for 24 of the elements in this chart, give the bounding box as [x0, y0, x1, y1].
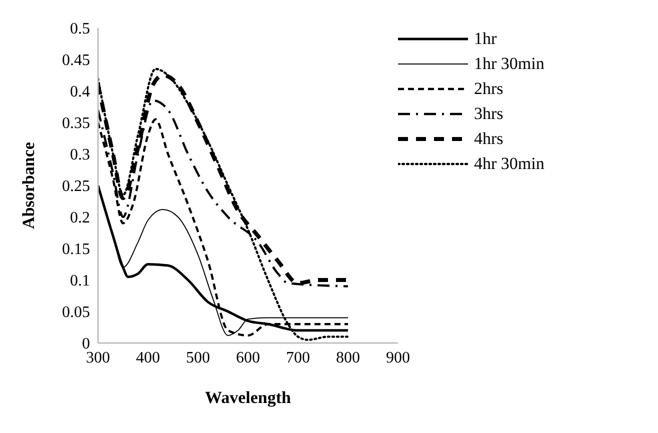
- legend-label: 1hr: [474, 28, 497, 48]
- y-tick-label: 0.45: [62, 52, 90, 70]
- x-tick-label: 400: [136, 349, 160, 366]
- legend-label: 3hrs: [474, 104, 504, 124]
- x-tick-label: 900: [386, 349, 410, 366]
- y-tick-label: 0.25: [62, 178, 90, 196]
- y-tick-label: 0.4: [70, 84, 90, 101]
- y-axis-title: Absorbance: [19, 142, 38, 229]
- x-tick-label: 800: [336, 349, 360, 366]
- x-tick-label: 600: [236, 349, 260, 366]
- legend-label: 4hrs: [474, 128, 504, 148]
- y-tick-label: 0.5: [70, 20, 90, 38]
- y-tick-label: 0.35: [62, 115, 90, 132]
- x-tick-label: 700: [286, 349, 310, 366]
- y-tick-label: 0.15: [62, 241, 90, 258]
- y-tick-label: 0.2: [70, 210, 90, 227]
- x-tick-label: 500: [186, 349, 210, 366]
- legend-label: 2hrs: [474, 78, 504, 98]
- legend-label: 1hr 30min: [474, 54, 544, 74]
- x-axis-title: Wavelength: [205, 388, 292, 407]
- y-tick-label: 0.3: [70, 146, 90, 164]
- y-tick-label: 0.05: [62, 304, 90, 322]
- legend-label: 4hr 30min: [474, 154, 544, 174]
- y-tick-label: 0.1: [70, 272, 90, 290]
